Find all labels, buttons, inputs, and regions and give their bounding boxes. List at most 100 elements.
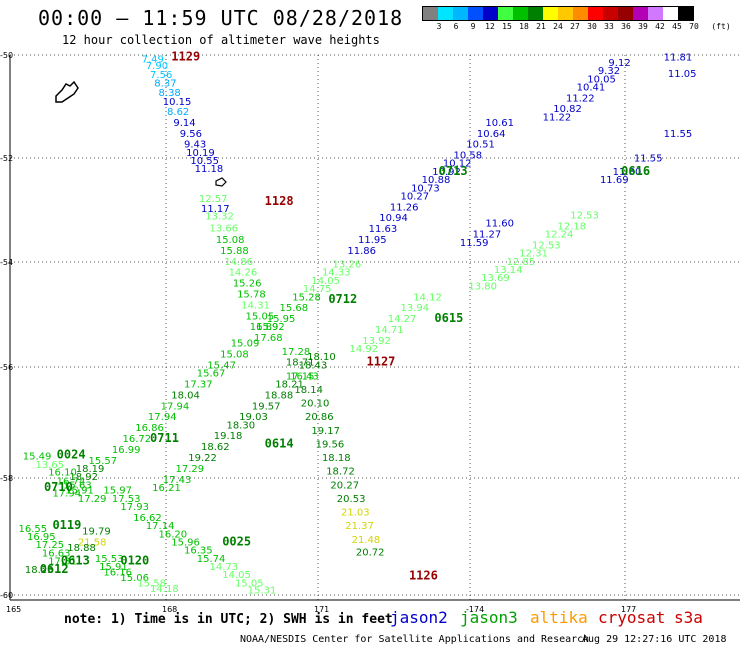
wave-height-value: 17.93 [120, 502, 149, 513]
map-title: 00:00 – 11:59 UTC 08/28/2018 [38, 6, 404, 30]
color-legend: 3 6 9 12 15 18 21 24 27 30 33 36 39 42 45 70 (ft) [422, 6, 731, 35]
wave-height-value: 15.08 [216, 235, 245, 246]
wave-height-value: 11.05 [668, 69, 697, 80]
satellite-name: jason2 [390, 608, 448, 627]
legend-label: 12 [485, 22, 495, 31]
wave-height-value: 12.85 [507, 257, 536, 268]
wave-height-value: 18.30 [226, 420, 255, 431]
pass-time-label: 0025 [222, 535, 251, 549]
wave-height-value: 13.26 [333, 260, 362, 271]
wave-height-value: 16.21 [152, 483, 181, 494]
wave-height-value: 15.05 [246, 311, 275, 322]
wave-height-value: 17.31 [48, 557, 77, 568]
wave-height-value: 10.88 [422, 175, 451, 186]
pass-time-label: 0615 [434, 311, 463, 325]
land-features [55, 80, 227, 187]
wave-height-value: 8.38 [159, 88, 181, 99]
wave-height-value: 12.24 [545, 230, 574, 241]
wave-height-value: 19.03 [239, 412, 268, 423]
wave-height-value: 17.29 [78, 494, 107, 505]
wave-height-value: 15.74 [197, 554, 226, 565]
legend-label: 9 [470, 22, 476, 31]
x-tick-label: 177 [621, 605, 636, 614]
island-shape [55, 80, 79, 103]
wave-height-value: 14.75 [303, 284, 332, 295]
wave-height-value: 11.27 [473, 230, 502, 241]
legend-swatch [423, 7, 438, 20]
wave-height-value: 18.14 [294, 385, 323, 396]
wave-height-value: 13.94 [400, 303, 429, 314]
legend-swatch [633, 7, 648, 20]
satellite-name: s3a [674, 608, 703, 627]
wave-height-value: 10.51 [466, 140, 495, 151]
wave-height-value: 21.37 [345, 521, 374, 532]
wave-height-value: 10.92 [432, 167, 461, 178]
legend-label: 15 [502, 22, 512, 31]
island-shape [215, 177, 227, 187]
wave-height-value: 10.61 [485, 118, 514, 129]
wave-height-value: 13.66 [209, 224, 238, 235]
wave-height-value: 15.49 [23, 451, 52, 462]
wave-height-value: 17.25 [35, 540, 64, 551]
y-tick-label: -54 [0, 258, 13, 267]
wave-height-value: 17.15 [286, 371, 315, 382]
wave-height-value: 18.88 [265, 390, 294, 401]
wave-height-value: 15.95 [267, 314, 296, 325]
pass-time-label: 0712 [328, 292, 357, 306]
wave-height-value: 10.82 [553, 104, 582, 115]
wave-height-value: 16.74 [57, 476, 86, 487]
wave-height-value: 12.53 [532, 240, 561, 251]
legend-color-bar [422, 6, 694, 21]
wave-height-value: 14.71 [375, 325, 404, 336]
wave-height-value: 18.72 [326, 467, 355, 478]
wave-height-value: 14.12 [413, 292, 442, 303]
wave-height-value: 11.86 [347, 246, 376, 257]
wave-height-value: 16.55 [18, 524, 47, 535]
wave-height-value: 11.63 [369, 224, 398, 235]
footer-note: note: 1) Time is in UTC; 2) SWH is in fe… [64, 612, 393, 627]
wave-height-value: 16.72 [122, 434, 151, 445]
wave-height-value: 10.12 [443, 159, 472, 170]
legend-swatch [483, 7, 498, 20]
legend-swatch [648, 7, 663, 20]
wave-height-value: 13.65 [35, 460, 64, 471]
legend-label: (ft) [711, 22, 731, 31]
wave-height-value: 11.18 [195, 164, 224, 175]
wave-height-value: 18.62 [201, 442, 230, 453]
wave-height-value: 13.92 [362, 336, 391, 347]
wave-height-value: 10.27 [400, 191, 429, 202]
legend-swatch [588, 7, 603, 20]
map-subtitle: 12 hour collection of altimeter wave hei… [62, 33, 380, 47]
wave-height-value: 18.71 [286, 358, 315, 369]
wave-height-value: 11.22 [543, 112, 572, 123]
wave-height-value: 9.43 [184, 140, 206, 151]
wave-height-value: 13.32 [205, 212, 234, 223]
legend-swatch [543, 7, 558, 20]
wave-height-value: 16.43 [290, 371, 319, 382]
wave-height-value: 18.21 [275, 379, 304, 390]
wave-height-value: 14.05 [222, 570, 251, 581]
wave-height-value: 19.56 [316, 439, 345, 450]
wave-height-value: 9.12 [608, 58, 630, 69]
wave-height-value: 8.62 [167, 107, 189, 118]
wave-height-value: 11.95 [358, 235, 387, 246]
pass-time-label: 0710 [44, 480, 73, 494]
wave-height-value: 15.91 [65, 486, 94, 497]
legend-swatch [618, 7, 633, 20]
pass-labels: 1129 1128 1127 1126 0713 0712 0711 0710 0024 0614… [40, 49, 650, 582]
pass-time-label: 0616 [621, 164, 650, 178]
wave-height-value: 21.03 [341, 508, 370, 519]
wave-height-value: 17.37 [184, 379, 213, 390]
wave-height-value: 17.94 [148, 412, 177, 423]
wave-height-value: 15.97 [103, 486, 132, 497]
pass-time-label: 0713 [439, 164, 468, 178]
wave-height-value: 16.62 [133, 513, 162, 524]
wave-height-value: 15.96 [171, 538, 200, 549]
wave-height-value: 21.48 [352, 535, 381, 546]
wave-height-value: 12.18 [558, 221, 587, 232]
wave-height-value: 7.90 [146, 61, 168, 72]
legend-swatch [528, 7, 543, 20]
legend-swatch [498, 7, 513, 20]
wave-height-value: 8.37 [154, 79, 176, 90]
pass-time-label: 1129 [171, 49, 200, 63]
